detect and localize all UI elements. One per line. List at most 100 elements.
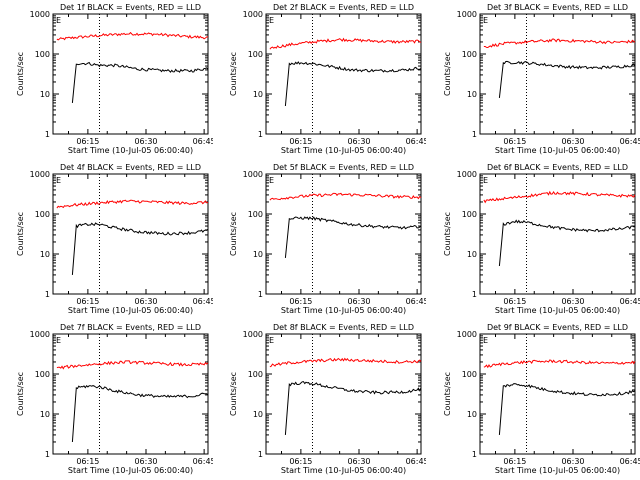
x-tick-label: 06:45 <box>406 457 426 466</box>
x-tick-label: 06:15 <box>503 297 526 306</box>
y-tick-label: 100 <box>35 210 50 219</box>
x-tick-label: 06:45 <box>620 137 640 146</box>
y-tick-label: 1000 <box>30 170 50 179</box>
x-tick-label: 06:15 <box>503 457 526 466</box>
y-tick-label: 100 <box>35 370 50 379</box>
lld-series-line <box>56 360 209 370</box>
y-axis-label: Counts/sec <box>229 372 238 416</box>
y-tick-label: 100 <box>248 370 263 379</box>
x-tick-label: 06:45 <box>193 137 213 146</box>
x-axis-label: Start Time (10-Jul-05 06:00:40) <box>68 466 193 475</box>
plot-title: Det 4f BLACK = Events, RED = LLD <box>60 163 201 172</box>
events-series-line <box>284 381 422 435</box>
events-series-line <box>284 61 422 107</box>
x-axis-label: Start Time (10-Jul-05 06:00:40) <box>495 306 620 315</box>
plot-title: Det 5f BLACK = Events, RED = LLD <box>273 163 414 172</box>
corner-mark: E <box>56 176 61 185</box>
y-axis-label: Counts/sec <box>443 212 452 256</box>
plot-title: Det 6f BLACK = Events, RED = LLD <box>487 163 628 172</box>
x-tick-label: 06:30 <box>347 137 370 146</box>
detector-plot-4: Det 4f BLACK = Events, RED = LLD 1 10 100 10… <box>16 163 213 315</box>
x-tick-label: 06:15 <box>76 137 99 146</box>
y-tick-label: 1 <box>45 450 50 459</box>
x-tick-label: 06:30 <box>347 457 370 466</box>
y-tick-label: 100 <box>248 210 263 219</box>
x-tick-label: 06:30 <box>134 457 157 466</box>
x-tick-label: 06:15 <box>289 297 312 306</box>
corner-mark: E <box>269 16 274 25</box>
y-tick-label: 1000 <box>30 330 50 339</box>
y-axis-label: Counts/sec <box>16 372 25 416</box>
detector-plot-1: Det 1f BLACK = Events, RED = LLD 1 10 100 10… <box>16 3 213 155</box>
plot-frame <box>52 173 209 295</box>
y-tick-label: 1000 <box>457 330 477 339</box>
y-tick-label: 1 <box>472 450 477 459</box>
x-tick-label: 06:15 <box>289 457 312 466</box>
y-tick-label: 1000 <box>457 10 477 19</box>
events-series-line <box>71 222 209 275</box>
plot-frame <box>479 13 636 135</box>
plot-title: Det 9f BLACK = Events, RED = LLD <box>487 323 628 332</box>
x-tick-label: 06:45 <box>406 137 426 146</box>
corner-mark: E <box>56 16 61 25</box>
y-tick-label: 10 <box>253 90 263 99</box>
x-tick-label: 06:45 <box>406 297 426 306</box>
y-tick-label: 100 <box>462 370 477 379</box>
lld-series-line <box>56 31 209 41</box>
x-axis-label: Start Time (10-Jul-05 06:00:40) <box>281 306 406 315</box>
y-axis-label: Counts/sec <box>16 212 25 256</box>
y-tick-label: 1 <box>45 130 50 139</box>
y-tick-label: 1 <box>258 290 263 299</box>
y-tick-label: 100 <box>462 210 477 219</box>
events-series-line <box>284 216 422 258</box>
y-tick-label: 1 <box>258 450 263 459</box>
y-tick-label: 1 <box>258 130 263 139</box>
plot-title: Det 2f BLACK = Events, RED = LLD <box>273 3 414 12</box>
corner-mark: E <box>483 176 488 185</box>
x-tick-label: 06:15 <box>76 297 99 306</box>
plot-frame <box>52 333 209 455</box>
detector-plot-7: Det 7f BLACK = Events, RED = LLD 1 10 100 10… <box>16 323 213 475</box>
x-tick-label: 06:45 <box>193 297 213 306</box>
y-tick-label: 10 <box>40 250 50 259</box>
lld-series-line <box>269 192 422 201</box>
x-tick-label: 06:30 <box>347 297 370 306</box>
x-tick-label: 06:15 <box>289 137 312 146</box>
detector-plot-2: Det 2f BLACK = Events, RED = LLD 1 10 100 10… <box>229 3 426 155</box>
events-series-line <box>498 219 636 267</box>
plot-frame <box>265 13 422 135</box>
x-tick-label: 06:30 <box>561 297 584 306</box>
x-axis-label: Start Time (10-Jul-05 06:00:40) <box>495 146 620 155</box>
x-axis-label: Start Time (10-Jul-05 06:00:40) <box>495 466 620 475</box>
y-tick-label: 10 <box>467 250 477 259</box>
x-axis-label: Start Time (10-Jul-05 06:00:40) <box>281 466 406 475</box>
y-tick-label: 1000 <box>243 170 263 179</box>
y-tick-label: 10 <box>253 410 263 419</box>
x-tick-label: 06:15 <box>503 137 526 146</box>
events-series-line <box>71 61 209 103</box>
y-tick-label: 1000 <box>243 10 263 19</box>
x-axis-label: Start Time (10-Jul-05 06:00:40) <box>281 146 406 155</box>
y-axis-label: Counts/sec <box>443 52 452 96</box>
y-tick-label: 1000 <box>243 330 263 339</box>
plot-frame <box>479 333 636 455</box>
lld-series-line <box>483 190 636 204</box>
plot-frame <box>265 333 422 455</box>
plot-title: Det 1f BLACK = Events, RED = LLD <box>60 3 201 12</box>
corner-mark: E <box>269 336 274 345</box>
lld-series-line <box>56 199 209 209</box>
events-series-line <box>498 383 636 435</box>
plot-frame <box>52 13 209 135</box>
y-tick-label: 1 <box>472 130 477 139</box>
y-tick-label: 1 <box>45 290 50 299</box>
corner-mark: E <box>269 176 274 185</box>
detector-plot-8: Det 8f BLACK = Events, RED = LLD 1 10 100 10… <box>229 323 426 475</box>
lld-series-line <box>269 357 422 368</box>
y-tick-label: 10 <box>467 90 477 99</box>
plot-frame <box>479 173 636 295</box>
y-tick-label: 100 <box>248 50 263 59</box>
detector-plot-6: Det 6f BLACK = Events, RED = LLD 1 10 100 10… <box>443 163 640 315</box>
y-tick-label: 10 <box>467 410 477 419</box>
detector-plot-9: Det 9f BLACK = Events, RED = LLD 1 10 100 10… <box>443 323 640 475</box>
